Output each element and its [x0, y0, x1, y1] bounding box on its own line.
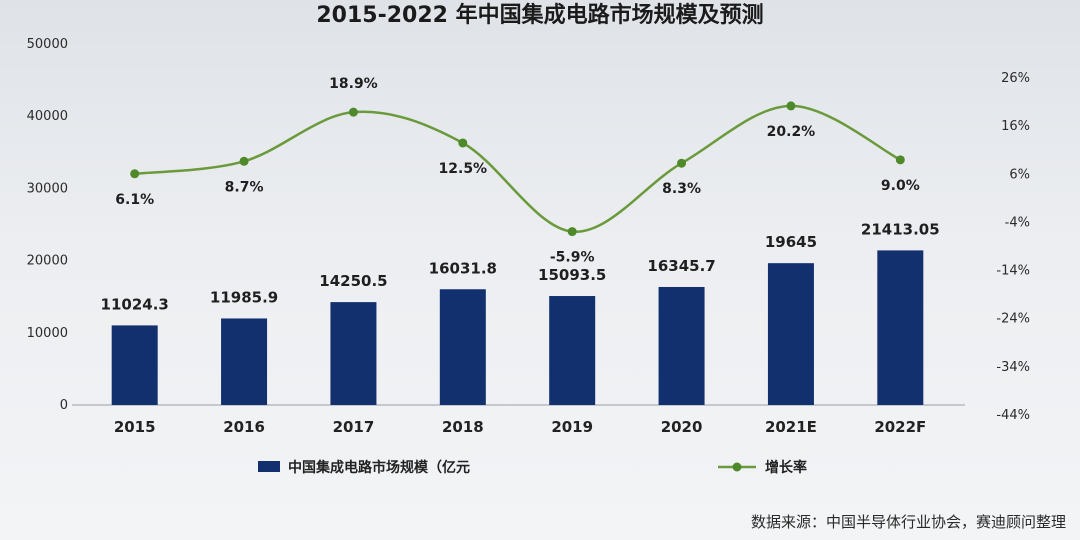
x-axis-ticks: 2015 2016 2017 2018 2019 2020 2021E 2022F — [114, 418, 927, 436]
x-tick-label: 2022F — [874, 418, 926, 436]
y-left-tick-label: 50000 — [27, 37, 68, 52]
growth-rate-point — [130, 169, 140, 179]
bar-value-label: 11024.3 — [101, 295, 169, 313]
y-right-tick-label: -4% — [1005, 215, 1030, 230]
growth-rate-label: 8.3% — [662, 181, 701, 197]
x-tick-label: 2017 — [333, 418, 375, 436]
chart-title: 2015-2022 年中国集成电路市场规模及预测 — [316, 2, 763, 28]
y-right-tick-label: -24% — [996, 312, 1030, 327]
legend-bar-label: 中国集成电路市场规模（亿元 — [288, 459, 470, 476]
x-tick-label: 2021E — [765, 418, 817, 436]
bar — [330, 302, 377, 405]
y-left-tick-label: 20000 — [27, 254, 68, 269]
bar-value-labels: 11024.3 11985.9 14250.5 16031.8 15093.5 16345… — [101, 220, 940, 313]
bar-value-label: 11985.9 — [210, 288, 278, 306]
growth-rate-point — [677, 158, 687, 168]
y-right-tick-label: 26% — [1001, 71, 1030, 86]
right-axis: -44% -34% -24% -14% -4% 6% 16% 26% — [996, 71, 1030, 423]
bar-value-label: 15093.5 — [538, 266, 606, 284]
x-tick-label: 2016 — [223, 418, 265, 436]
x-tick-label: 2019 — [551, 418, 593, 436]
growth-rate-label: -5.9% — [550, 250, 595, 266]
bar-value-label: 19645 — [765, 233, 817, 251]
growth-rate-label: 12.5% — [439, 161, 488, 177]
growth-rate-point — [239, 156, 249, 166]
bar-value-label: 16031.8 — [429, 259, 497, 277]
y-right-tick-label: 6% — [1009, 167, 1030, 182]
y-left-tick-label: 40000 — [27, 109, 68, 124]
bar — [767, 263, 814, 405]
left-axis: 0 10000 20000 30000 40000 50000 — [27, 37, 68, 413]
bar — [111, 325, 158, 405]
growth-rate-points — [130, 101, 905, 237]
growth-rate-label: 18.9% — [329, 76, 378, 92]
y-right-tick-label: 16% — [1001, 119, 1030, 134]
bar — [549, 296, 596, 405]
bar — [877, 250, 924, 405]
legend: 中国集成电路市场规模（亿元 增长率 — [258, 459, 807, 476]
bar — [658, 286, 705, 405]
bar-value-label: 16345.7 — [647, 257, 715, 275]
growth-rate-point — [348, 107, 358, 117]
x-tick-label: 2020 — [661, 418, 703, 436]
growth-rate-point — [458, 138, 468, 148]
y-right-tick-label: -34% — [996, 360, 1030, 375]
growth-rate-label: 20.2% — [767, 124, 816, 140]
y-right-tick-label: -14% — [996, 264, 1030, 279]
growth-rate-point — [786, 101, 796, 111]
bar — [221, 318, 268, 405]
growth-rate-point — [895, 155, 905, 165]
x-tick-label: 2018 — [442, 418, 484, 436]
growth-rate-label: 9.0% — [881, 178, 920, 194]
x-tick-label: 2015 — [114, 418, 156, 436]
bar-value-label: 21413.05 — [861, 220, 940, 238]
y-right-tick-label: -44% — [996, 408, 1030, 423]
growth-rate-line — [134, 104, 901, 233]
bar-series — [111, 250, 924, 405]
y-left-tick-label: 0 — [60, 398, 68, 413]
growth-rate-label: 8.7% — [225, 179, 264, 195]
legend-line-label: 增长率 — [765, 459, 807, 476]
bar — [439, 289, 486, 405]
growth-rate-labels: 6.1% 8.7% 18.9% 12.5% -5.9% 8.3% 20.2% 9.0% — [115, 76, 919, 265]
data-source-note: 数据来源：中国半导体行业协会，赛迪顾问整理 — [751, 513, 1066, 531]
y-left-tick-label: 10000 — [27, 326, 68, 341]
growth-rate-point — [567, 227, 577, 237]
legend-line-marker — [732, 462, 742, 472]
growth-rate-label: 6.1% — [115, 192, 154, 208]
y-left-tick-label: 30000 — [27, 181, 68, 196]
legend-bar-swatch — [258, 461, 280, 472]
bar-value-label: 14250.5 — [319, 272, 387, 290]
